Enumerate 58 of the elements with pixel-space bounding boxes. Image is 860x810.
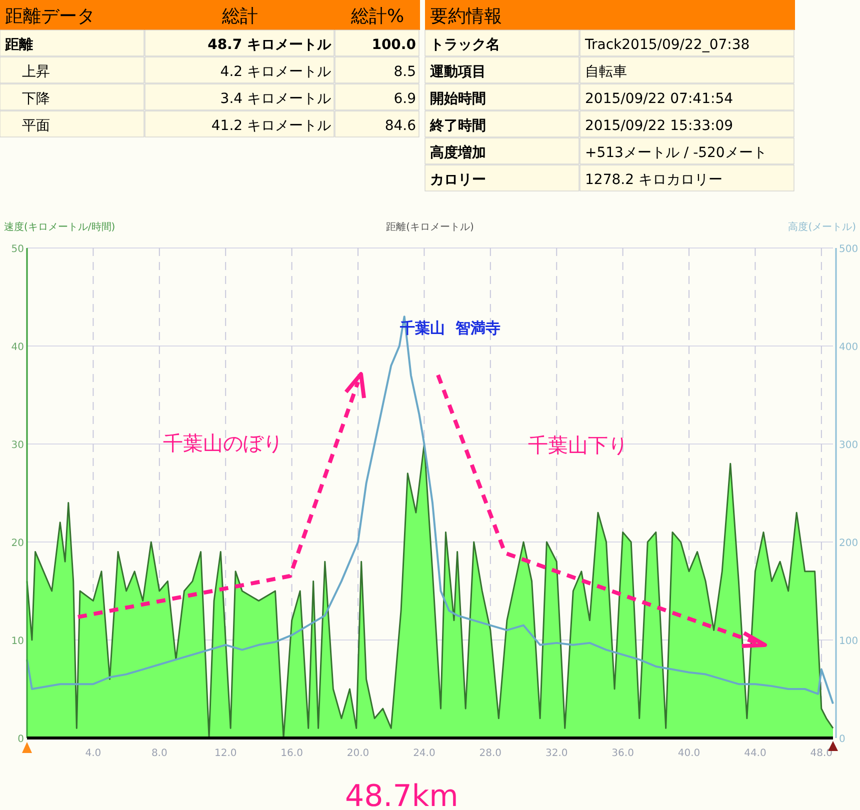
y2-tick-label: 100	[839, 636, 858, 647]
x-tick-label: 4.0	[85, 748, 102, 759]
text: 8.5	[394, 64, 416, 80]
text: 距離	[4, 37, 33, 53]
y-tick-label: 0	[18, 734, 24, 745]
x-tick-label: 16.0	[280, 748, 303, 759]
text: カロリー	[430, 172, 486, 188]
text: トラック名	[430, 37, 500, 53]
text: Track2015/09/22_07:38	[584, 37, 750, 53]
annotation: 千葉山のぼり	[163, 431, 283, 455]
x-tick-label: 32.0	[545, 748, 568, 759]
y2-tick-label: 400	[839, 342, 858, 353]
text: 6.9	[394, 91, 416, 107]
x-tick-label: 24.0	[413, 748, 436, 759]
x-tick-label: 12.0	[214, 748, 237, 759]
y2-tick-label: 200	[839, 538, 858, 549]
text: 48.7 キロメートル	[208, 37, 332, 53]
text: 4.2 キロメートル	[220, 64, 331, 80]
x-axis-title: 距離(キロメートル)	[386, 221, 474, 233]
text: 総計%	[350, 6, 404, 27]
y-axis-title: 速度(キロメートル/時間)	[4, 221, 116, 233]
x-tick-label: 36.0	[612, 748, 634, 759]
y2-axis-title: 高度(メートル)	[788, 221, 856, 233]
text: 運動項目	[429, 64, 486, 80]
text: 総計	[221, 6, 258, 27]
y-tick-label: 20	[11, 538, 24, 549]
text: 2015/09/22 07:41:54	[585, 91, 734, 107]
line-series	[26, 316, 834, 705]
text: 下降	[22, 91, 50, 107]
text: 自転車	[585, 64, 627, 80]
y2-tick-label: 300	[839, 440, 858, 451]
text: 終了時間	[429, 118, 486, 134]
y-tick-label: 30	[11, 440, 24, 451]
text: 100.0	[372, 37, 416, 53]
annotation: 千葉山下り	[528, 433, 628, 457]
text: 41.2 キロメートル	[211, 118, 331, 134]
x-tick-label: 8.0	[151, 748, 168, 759]
x-tick-label: 44.0	[744, 748, 766, 759]
x-tick-label: 28.0	[479, 748, 502, 759]
x-tick-label: 40.0	[678, 748, 700, 759]
y2-tick-label: 0	[839, 734, 846, 745]
text: +513メートル / -520メート	[585, 145, 767, 161]
text: 高度増加	[430, 144, 486, 161]
y-tick-label: 50	[11, 244, 24, 255]
text: 平面	[22, 118, 50, 134]
y-tick-label: 40	[11, 342, 24, 353]
text: 1278.2 キロカロリー	[585, 172, 722, 188]
text: 84.6	[384, 118, 416, 134]
text: 2015/09/22 15:33:09	[585, 118, 734, 134]
y-tick-label: 10	[11, 636, 24, 647]
text: 距離データ	[5, 6, 95, 27]
y2-tick-label: 500	[839, 244, 858, 255]
text: 要約情報	[430, 6, 502, 27]
text: 48.7km	[345, 779, 458, 810]
text: 上昇	[22, 64, 50, 80]
text: 開始時間	[430, 91, 486, 107]
x-tick-label: 20.0	[346, 748, 370, 759]
text: 3.4 キロメートル	[220, 91, 331, 107]
